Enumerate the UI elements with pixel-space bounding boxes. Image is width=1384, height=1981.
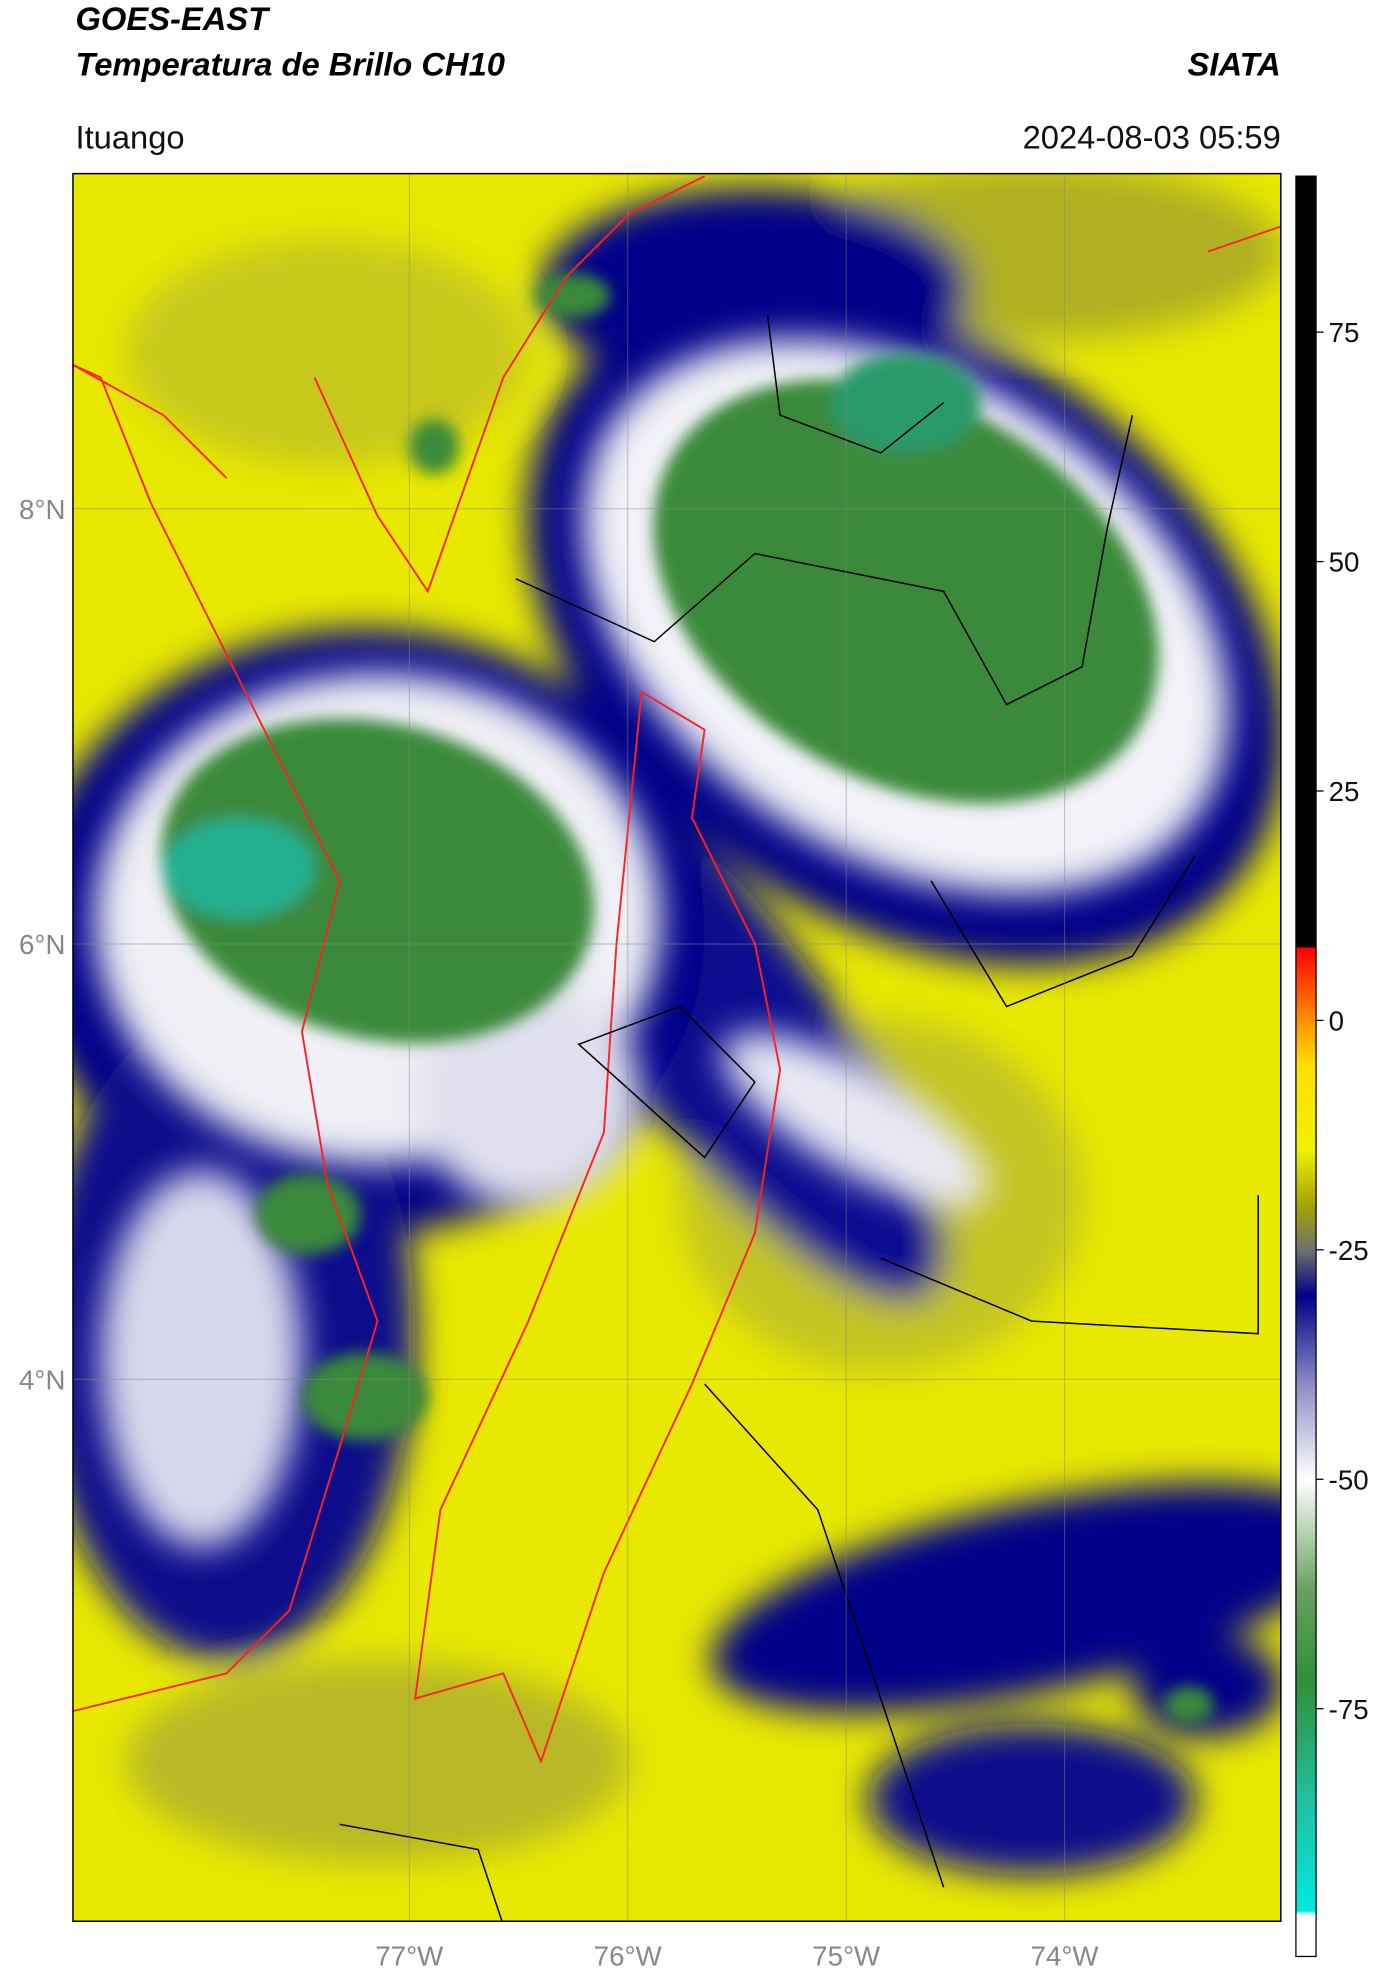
colorbar-tick-label: -25 — [1329, 1235, 1369, 1266]
title: GOES-EAST — [75, 0, 271, 37]
satellite-image — [72, 173, 1281, 1922]
subtitle: Temperatura de Brillo CH10 — [75, 45, 505, 82]
lon-tick-label: 74°W — [1031, 1940, 1100, 1971]
lon-tick-label: 76°W — [594, 1940, 663, 1971]
lat-tick-label: 8°N — [19, 494, 65, 525]
colorbar-tick-label: 25 — [1329, 776, 1360, 807]
agency: SIATA — [1188, 45, 1281, 82]
colorbar — [1295, 175, 1317, 1958]
colorbar-tick-label: 50 — [1329, 547, 1360, 578]
lon-tick-label: 75°W — [812, 1940, 881, 1971]
lat-tick-label: 4°N — [19, 1364, 65, 1395]
colorbar-tick-label: 75 — [1329, 317, 1360, 348]
lat-tick-label: 6°N — [19, 929, 65, 960]
datetime: 2024-08-03 05:59 — [1023, 118, 1281, 155]
lon-tick-label: 77°W — [375, 1940, 444, 1971]
map-frame — [72, 172, 1282, 1922]
location: Ituango — [75, 118, 184, 155]
colorbar-tick-label: -50 — [1329, 1464, 1369, 1495]
colorbar-tick-label: 0 — [1329, 1005, 1344, 1036]
colorbar-tick-label: -75 — [1329, 1694, 1369, 1725]
graticule — [72, 173, 1281, 1922]
